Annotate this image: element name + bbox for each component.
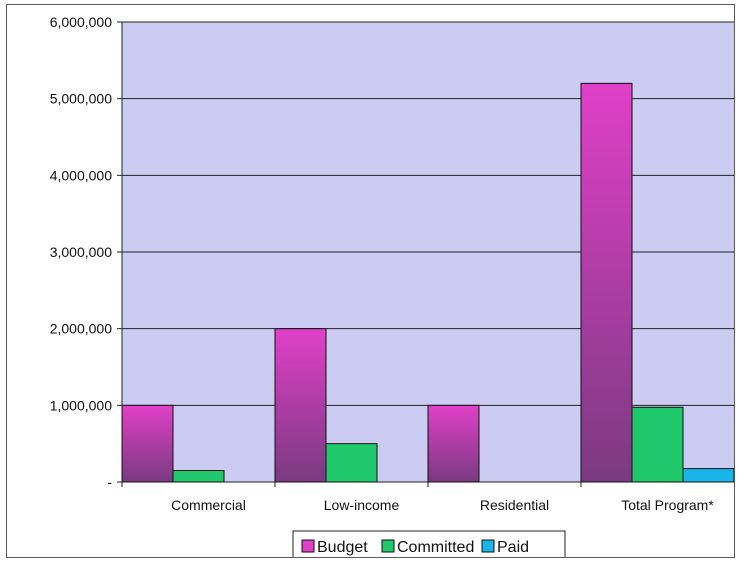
bar-committed-4 <box>631 406 684 483</box>
bar-budget-3 <box>427 404 480 483</box>
y-axis-tick-labels: - 1,000,000 2,000,000 3,000,000 4,000,000 5,0… <box>50 14 113 490</box>
x-category-label: Commercial <box>171 497 246 513</box>
bar-paid-4 <box>682 468 734 483</box>
bar-budget-1 <box>121 404 174 483</box>
x-category-label: Residential <box>480 497 549 513</box>
x-axis-category-labels: Commercial Low-income Residential Total Pro… <box>121 482 714 513</box>
x-category-label: Low-income <box>324 497 400 513</box>
y-tick-label: 4,000,000 <box>50 167 112 183</box>
bar-committed-1 <box>172 470 225 483</box>
legend: Budget Committed Paid <box>292 530 566 557</box>
y-tick-label: 6,000,000 <box>50 14 112 30</box>
bars <box>121 82 734 483</box>
legend-swatch-committed <box>381 539 395 553</box>
legend-label-paid: Paid <box>497 539 529 556</box>
bar-committed-2 <box>325 443 378 483</box>
y-tick-label: 5,000,000 <box>50 91 112 107</box>
x-category-label: Total Program* <box>621 497 714 513</box>
y-tick-label: 3,000,000 <box>50 244 112 260</box>
y-tick-label: 2,000,000 <box>50 321 112 337</box>
legend-swatch-paid <box>481 539 495 553</box>
y-tick-label: 1,000,000 <box>50 397 112 413</box>
chart-frame: - 1,000,000 2,000,000 3,000,000 4,000,000 5,0… <box>6 4 735 558</box>
legend-label-budget: Budget <box>317 539 368 556</box>
legend-swatch-budget <box>301 539 315 553</box>
bar-chart: - 1,000,000 2,000,000 3,000,000 4,000,000 5,0… <box>50 14 734 557</box>
legend-box <box>292 530 566 557</box>
bar-budget-4 <box>580 82 633 483</box>
y-tick-label: - <box>107 474 112 490</box>
legend-label-committed: Committed <box>397 539 474 556</box>
bar-budget-2 <box>274 328 327 483</box>
